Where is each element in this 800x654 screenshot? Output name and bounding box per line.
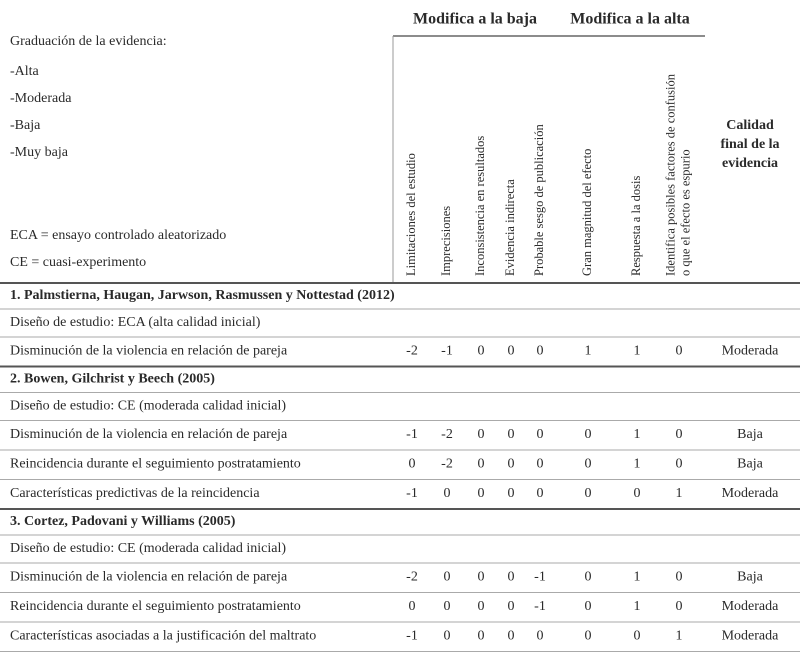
- score: 0: [478, 427, 485, 442]
- score: 1: [676, 486, 683, 501]
- score: 0: [508, 599, 515, 614]
- score: 1: [634, 457, 641, 472]
- abbreviation: CE = cuasi-experimento: [10, 255, 146, 270]
- legend-level: -Muy baja: [10, 145, 69, 160]
- score: 0: [634, 486, 641, 501]
- score: 0: [676, 457, 683, 472]
- score: 0: [537, 344, 544, 359]
- outcome: Reincidencia durante el seguimiento post…: [10, 599, 301, 614]
- score: 0: [508, 570, 515, 585]
- score: 0: [508, 629, 515, 644]
- legend-level: -Alta: [10, 64, 40, 79]
- score: -2: [406, 344, 418, 359]
- study-design: Diseño de estudio: CE (moderada calidad …: [10, 399, 286, 414]
- score: 0: [444, 629, 451, 644]
- score: 0: [634, 629, 641, 644]
- score: 0: [508, 344, 515, 359]
- outcome: Disminución de la violencia en relación …: [10, 570, 288, 585]
- group-header: Modifica a la alta: [570, 11, 690, 28]
- final-header: final de la: [720, 137, 779, 152]
- legend-title: Graduación de la evidencia:: [10, 34, 167, 49]
- column-header: Gran magnitud del efecto: [580, 149, 594, 276]
- column-header: o que el efecto es espurio: [678, 149, 692, 276]
- score: 0: [585, 570, 592, 585]
- score: -1: [534, 570, 546, 585]
- section-title: 2. Bowen, Gilchrist y Beech (2005): [10, 372, 215, 387]
- score: 0: [585, 457, 592, 472]
- score: -1: [441, 344, 453, 359]
- quality: Moderada: [722, 344, 780, 359]
- score: 0: [444, 599, 451, 614]
- group-header: Modifica a la baja: [413, 11, 537, 28]
- quality: Moderada: [722, 629, 780, 644]
- score: 1: [634, 599, 641, 614]
- score: 0: [508, 427, 515, 442]
- outcome: Características predictivas de la reinci…: [10, 486, 260, 501]
- outcome: Disminución de la violencia en relación …: [10, 427, 288, 442]
- score: 0: [444, 570, 451, 585]
- quality: Baja: [737, 570, 763, 585]
- score: 1: [676, 629, 683, 644]
- score: 1: [634, 427, 641, 442]
- column-header: Limitaciones del estudio: [404, 153, 418, 276]
- score: 0: [478, 486, 485, 501]
- column-header: Imprecisiones: [439, 206, 453, 276]
- study-design: Diseño de estudio: CE (moderada calidad …: [10, 541, 286, 556]
- quality: Moderada: [722, 599, 780, 614]
- score: 0: [676, 344, 683, 359]
- score: 0: [478, 457, 485, 472]
- score: -2: [441, 427, 453, 442]
- column-header: Identifica posibles factores de confusió…: [663, 73, 677, 276]
- score: -1: [406, 629, 418, 644]
- score: 0: [585, 486, 592, 501]
- score: 0: [585, 599, 592, 614]
- score: 0: [478, 629, 485, 644]
- quality: Moderada: [722, 486, 780, 501]
- column-header: Evidencia indirecta: [503, 179, 517, 276]
- score: -1: [406, 427, 418, 442]
- column-header: Inconsistencia en resultados: [473, 136, 487, 276]
- abbreviation: ECA = ensayo controlado aleatorizado: [10, 228, 226, 243]
- score: 0: [409, 599, 416, 614]
- outcome: Disminución de la violencia en relación …: [10, 344, 288, 359]
- score: 1: [585, 344, 592, 359]
- score: 0: [537, 457, 544, 472]
- quality: Baja: [737, 457, 763, 472]
- score: -1: [534, 599, 546, 614]
- score: -2: [406, 570, 418, 585]
- score: 0: [478, 599, 485, 614]
- score: 0: [537, 629, 544, 644]
- outcome: Características asociadas a la justifica…: [10, 629, 316, 644]
- score: 0: [508, 486, 515, 501]
- score: 0: [585, 427, 592, 442]
- score: 0: [676, 427, 683, 442]
- score: 0: [508, 457, 515, 472]
- column-header: Respuesta a la dosis: [629, 176, 643, 276]
- score: 0: [537, 486, 544, 501]
- score: -1: [406, 486, 418, 501]
- score: 1: [634, 344, 641, 359]
- section-title: 3. Cortez, Padovani y Williams (2005): [10, 514, 236, 529]
- score: 0: [409, 457, 416, 472]
- quality: Baja: [737, 427, 763, 442]
- legend-level: -Baja: [10, 118, 41, 133]
- score: 0: [676, 599, 683, 614]
- score: 1: [634, 570, 641, 585]
- score: 0: [478, 344, 485, 359]
- outcome: Reincidencia durante el seguimiento post…: [10, 457, 301, 472]
- column-header: Probable sesgo de publicación: [532, 124, 546, 276]
- score: -2: [441, 457, 453, 472]
- study-design: Diseño de estudio: ECA (alta calidad ini…: [10, 315, 261, 330]
- score: 0: [676, 570, 683, 585]
- legend-level: -Moderada: [10, 91, 72, 106]
- score: 0: [585, 629, 592, 644]
- score: 0: [478, 570, 485, 585]
- score: 0: [537, 427, 544, 442]
- final-header: Calidad: [726, 118, 774, 133]
- final-header: evidencia: [722, 156, 778, 171]
- score: 0: [444, 486, 451, 501]
- section-title: 1. Palmstierna, Haugan, Jarwson, Rasmuss…: [10, 288, 395, 303]
